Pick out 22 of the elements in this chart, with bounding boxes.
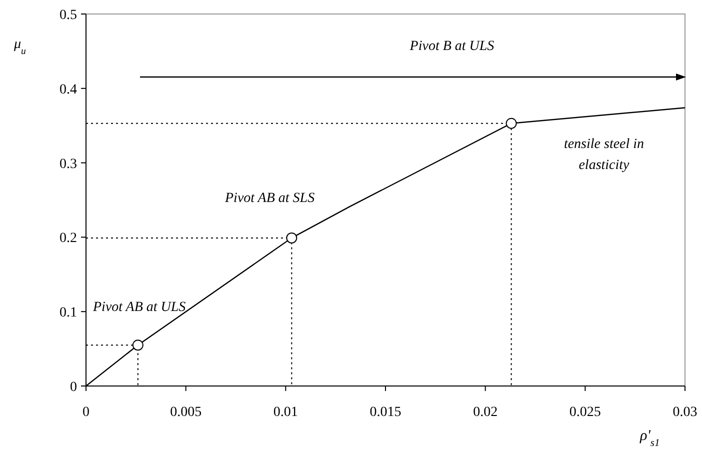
point [286, 232, 298, 244]
annotation: Pivot B at ULS [408, 39, 494, 54]
y-tick-label: 0.2 [60, 231, 77, 246]
x-tick-label: 0.025 [569, 405, 601, 420]
x-tick-label: 0.005 [170, 405, 202, 420]
y-tick-label: 0.1 [60, 306, 77, 321]
y-tick-label: 0.3 [60, 156, 77, 172]
y-tick-label: 0.4 [60, 82, 77, 98]
annotation: Pivot AB at ULS [92, 300, 186, 315]
x-tick-label: 0.03 [672, 405, 698, 420]
annotation: tensile steel in elasticity [564, 137, 644, 173]
x-tick-label: 0 [82, 405, 90, 420]
x-tick-label: 0.015 [370, 405, 402, 420]
y-tick-label: 0 [70, 380, 77, 395]
y-tick-label: 0.5 [60, 8, 77, 23]
annotation: Pivot AB at SLS [224, 191, 315, 206]
point [506, 118, 517, 129]
x-tick-label: 0.01 [273, 405, 298, 420]
point [132, 340, 144, 351]
x-tick-label: 0.02 [473, 405, 498, 420]
y-axis-title: μ$_{u}$ [13, 37, 26, 56]
x-axis-title: ρ'$_{s1}$ [639, 428, 660, 448]
